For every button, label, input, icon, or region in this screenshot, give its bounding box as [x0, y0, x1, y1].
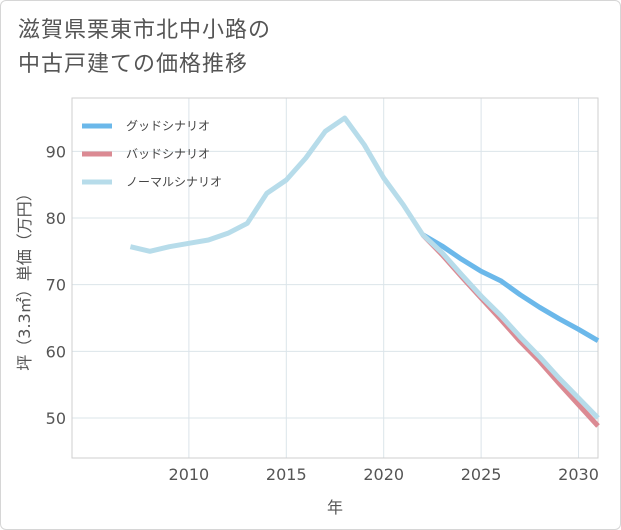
y-tick-label: 70 — [46, 276, 66, 295]
chart-title: 滋賀県栗東市北中小路の 中古戸建ての価格推移 — [18, 14, 271, 82]
y-tick-label: 80 — [46, 209, 66, 228]
plot-area — [71, 97, 599, 459]
x-tick-label: 2025 — [461, 465, 502, 484]
legend-label-1: バッドシナリオ — [126, 147, 210, 161]
legend-label-2: ノーマルシナリオ — [126, 175, 222, 189]
y-tick-label: 50 — [46, 409, 66, 428]
y-axis-label: 坪（3.3㎡）単価（万円） — [15, 185, 34, 370]
series-line-2 — [129, 115, 600, 420]
series-line-0 — [421, 232, 600, 343]
y-tick-label: 60 — [46, 342, 66, 361]
x-tick-label: 2020 — [363, 465, 404, 484]
legend-label-0: グッドシナリオ — [126, 119, 210, 133]
title-line-1: 滋賀県栗東市北中小路の — [18, 18, 272, 43]
x-axis-label: 年 — [327, 498, 343, 517]
x-tick-label: 2015 — [266, 465, 307, 484]
title-line-2: 中古戸建ての価格推移 — [18, 52, 249, 77]
y-tick-label: 90 — [46, 142, 66, 161]
x-tick-label: 2010 — [169, 465, 210, 484]
series-lines — [129, 115, 600, 428]
x-tick-label: 2030 — [558, 465, 599, 484]
tick-labels: 2010 2015 2020 2025 2030 50 60 70 80 90 — [46, 142, 599, 484]
